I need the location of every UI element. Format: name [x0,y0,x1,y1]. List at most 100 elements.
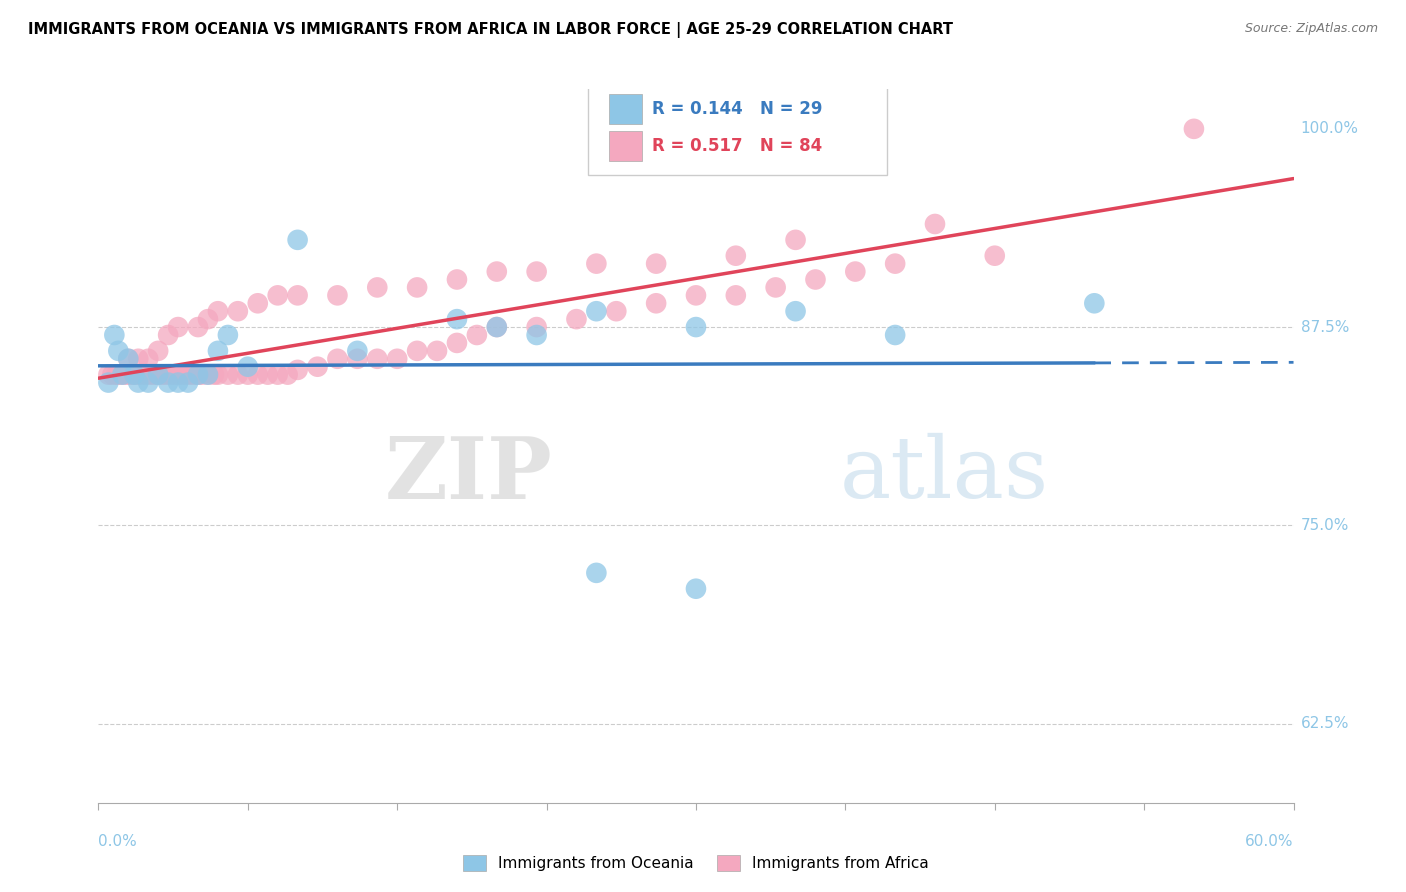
Point [884,257,907,271]
Point [785,304,807,318]
Point [277,368,299,382]
Point [107,368,129,382]
Point [177,376,200,390]
Point [202,368,225,382]
Point [187,368,209,382]
Point [785,233,807,247]
Point [148,368,170,382]
Point [246,296,269,310]
Point [117,351,139,366]
Text: 75.0%: 75.0% [1301,517,1348,533]
Point [485,264,508,278]
Point [406,343,429,358]
Point [179,368,201,382]
Point [565,312,588,326]
Point [172,368,194,382]
Point [136,351,159,366]
Point [1083,296,1105,310]
Point [127,351,149,366]
Point [117,351,139,366]
Text: R = 0.144   N = 29: R = 0.144 N = 29 [652,100,823,118]
Point [187,368,209,382]
Point [183,368,205,382]
Point [385,351,409,366]
Point [207,368,229,382]
Point [167,368,190,382]
Point [1182,121,1205,136]
Text: 0.0%: 0.0% [98,834,138,849]
Point [103,328,125,343]
Point [167,320,190,334]
Point [884,328,907,343]
Point [139,368,162,382]
Text: 100.0%: 100.0% [1301,121,1358,136]
Point [246,368,269,382]
Point [924,217,946,231]
Text: Source: ZipAtlas.com: Source: ZipAtlas.com [1244,22,1378,36]
Point [150,368,173,382]
Point [197,368,219,382]
Point [724,288,747,302]
Point [256,368,278,382]
Point [226,368,249,382]
Point [111,368,134,382]
Point [366,351,388,366]
Point [645,257,668,271]
Point [226,304,249,318]
Point [157,376,180,390]
Point [217,368,239,382]
Point [197,368,219,382]
Point [236,368,259,382]
Text: IMMIGRANTS FROM OCEANIA VS IMMIGRANTS FROM AFRICA IN LABOR FORCE | AGE 25-29 COR: IMMIGRANTS FROM OCEANIA VS IMMIGRANTS FR… [28,22,953,38]
Point [346,343,368,358]
Point [159,368,181,382]
FancyBboxPatch shape [609,131,643,161]
Point [287,363,309,377]
Point [485,320,508,334]
Point [366,280,388,294]
Point [124,368,146,382]
Point [526,328,548,343]
Point [155,368,177,382]
Point [124,368,146,382]
Point [127,376,149,390]
Point [605,304,627,318]
Point [207,304,229,318]
Point [685,320,707,334]
Point [236,359,259,374]
Point [844,264,866,278]
Point [136,376,159,390]
Point [167,376,190,390]
Legend: Immigrants from Oceania, Immigrants from Africa: Immigrants from Oceania, Immigrants from… [457,849,935,877]
Text: 60.0%: 60.0% [1246,834,1294,849]
Point [174,368,197,382]
FancyBboxPatch shape [588,86,887,175]
FancyBboxPatch shape [609,94,643,124]
Point [346,351,368,366]
Point [406,280,429,294]
Point [127,368,149,382]
Point [191,368,214,382]
Point [685,288,707,302]
Point [111,368,134,382]
Text: atlas: atlas [839,433,1049,516]
Text: ZIP: ZIP [385,433,553,516]
Point [685,582,707,596]
Point [143,368,166,382]
Point [157,328,180,343]
Point [465,328,488,343]
Point [163,368,186,382]
Point [645,296,668,310]
Point [307,359,329,374]
Point [585,257,607,271]
Point [131,368,153,382]
Text: R = 0.517   N = 84: R = 0.517 N = 84 [652,137,823,155]
Point [585,304,607,318]
Point [105,368,128,382]
Point [187,320,209,334]
Point [287,233,309,247]
Point [107,343,129,358]
Point [148,343,170,358]
Point [585,566,607,580]
Point [148,368,170,382]
